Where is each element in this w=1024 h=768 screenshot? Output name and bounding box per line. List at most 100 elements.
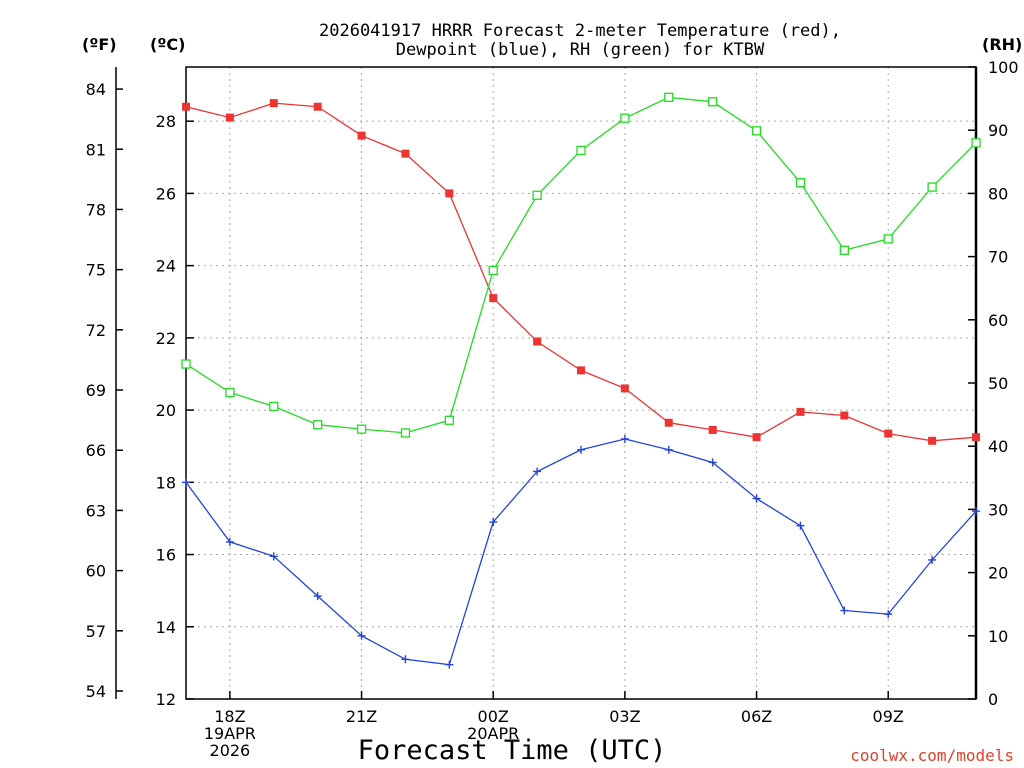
temperature-marker — [620, 384, 629, 393]
rh-unit-label: (RH) — [982, 35, 1022, 54]
celsius-unit-label: (ºC) — [150, 35, 185, 54]
temperature-marker — [577, 366, 585, 375]
temperature-series — [182, 99, 980, 445]
fahrenheit-tick-label: 84 — [86, 80, 106, 99]
rh-marker — [971, 138, 981, 148]
dewpoint-marker — [840, 606, 849, 615]
rh-marker — [576, 145, 586, 156]
grid-lines — [186, 67, 976, 700]
dewpoint-marker — [928, 555, 937, 564]
celsius-tick-label: 20 — [156, 401, 176, 420]
time-tick-label: 09Z — [873, 707, 904, 726]
rh-tick-label: 50 — [988, 374, 1008, 393]
rh-tick-label: 100 — [988, 58, 1019, 77]
dewpoint-marker — [182, 478, 190, 487]
credit-text: coolwx.com/models — [850, 746, 1014, 765]
chart-title-line-1: 2026041917 HRRR Forecast 2-meter Tempera… — [319, 21, 841, 41]
rh-axis: 0 10 20 30 40 50 60 70 80 90 100 — [968, 58, 1019, 709]
x-axis-label: Forecast Time (UTC) — [358, 735, 667, 766]
rh-tick-label: 20 — [988, 564, 1008, 583]
fahrenheit-tick-label: 75 — [86, 261, 106, 280]
celsius-axis: 12 14 16 18 20 22 24 26 28 — [156, 112, 194, 709]
fahrenheit-tick-label: 81 — [86, 140, 106, 159]
rh-tick-label: 90 — [988, 121, 1008, 140]
temperature-marker — [269, 99, 278, 108]
temperature-marker — [752, 433, 761, 442]
rh-tick-label: 40 — [988, 437, 1008, 456]
celsius-tick-label: 26 — [156, 184, 176, 203]
temperature-marker — [445, 189, 454, 198]
rh-marker — [927, 182, 937, 192]
celsius-tick-label: 18 — [156, 473, 176, 492]
temperature-marker — [664, 418, 673, 427]
fahrenheit-tick-label: 72 — [86, 321, 106, 340]
dewpoint-line — [185, 438, 977, 666]
temperature-marker — [533, 337, 542, 346]
rh-tick-label: 80 — [988, 184, 1008, 203]
dewpoint-marker — [972, 507, 980, 516]
time-tick-label: 06Z — [741, 707, 772, 726]
rh-marker — [313, 420, 323, 430]
dewpoint-marker — [401, 655, 410, 664]
dewpoint-marker — [489, 518, 498, 527]
fahrenheit-tick-label: 78 — [86, 200, 106, 219]
dewpoint-marker — [533, 467, 542, 476]
time-tick-label: 21Z — [346, 707, 377, 726]
rh-marker — [488, 265, 498, 276]
rh-marker — [839, 245, 849, 255]
rh-marker — [356, 424, 367, 434]
rh-marker — [664, 92, 674, 102]
temperature-marker — [928, 436, 937, 445]
dewpoint-marker — [664, 445, 673, 454]
celsius-tick-label: 24 — [156, 257, 176, 276]
temperature-marker — [796, 407, 805, 416]
rh-marker — [795, 178, 806, 188]
fahrenheit-axis: 54 57 60 63 66 69 72 75 78 81 84 — [86, 80, 123, 701]
dewpoint-marker — [796, 521, 805, 530]
rh-tick-label: 0 — [988, 690, 998, 709]
rh-marker — [400, 428, 411, 438]
temperature-marker — [840, 411, 849, 420]
dewpoint-marker — [884, 610, 893, 619]
rh-marker — [883, 234, 893, 244]
rh-marker — [532, 190, 542, 200]
temperature-marker — [401, 149, 410, 158]
dewpoint-marker — [752, 494, 761, 503]
temperature-marker — [884, 429, 893, 438]
rh-marker — [751, 126, 762, 136]
dewpoint-marker — [269, 552, 278, 561]
temperature-marker — [225, 113, 234, 122]
dewpoint-marker — [708, 458, 717, 467]
fahrenheit-tick-label: 57 — [86, 622, 106, 641]
rh-marker — [181, 359, 191, 369]
celsius-tick-label: 16 — [156, 546, 176, 565]
rh-tick-label: 10 — [988, 627, 1008, 646]
celsius-tick-label: 22 — [156, 329, 176, 348]
rh-marker — [444, 415, 454, 425]
time-tick-label: 20APR — [467, 724, 519, 743]
rh-tick-label: 60 — [988, 311, 1008, 330]
dewpoint-marker — [445, 660, 454, 669]
rh-marker — [620, 113, 630, 123]
plot-frame — [185, 66, 977, 700]
time-tick-label: 03Z — [609, 707, 640, 726]
temperature-marker — [357, 131, 366, 140]
celsius-tick-label: 12 — [156, 690, 176, 709]
temperature-marker — [708, 425, 717, 434]
dewpoint-marker — [225, 537, 234, 546]
time-tick-label: 18Z — [214, 707, 245, 726]
fahrenheit-unit-label: (ºF) — [82, 35, 117, 54]
dewpoint-marker — [313, 592, 322, 601]
dewpoint-series — [182, 434, 980, 669]
temperature-marker — [182, 102, 190, 111]
time-tick-label: 19APR — [204, 724, 256, 743]
dewpoint-marker — [357, 631, 366, 640]
rh-marker — [269, 401, 279, 412]
time-tick-label: 2026 — [210, 741, 251, 760]
temperature-marker — [972, 433, 980, 442]
temperature-marker — [313, 102, 322, 111]
fahrenheit-tick-label: 63 — [86, 501, 106, 520]
celsius-tick-label: 28 — [156, 112, 176, 131]
rh-tick-label: 30 — [988, 500, 1008, 519]
